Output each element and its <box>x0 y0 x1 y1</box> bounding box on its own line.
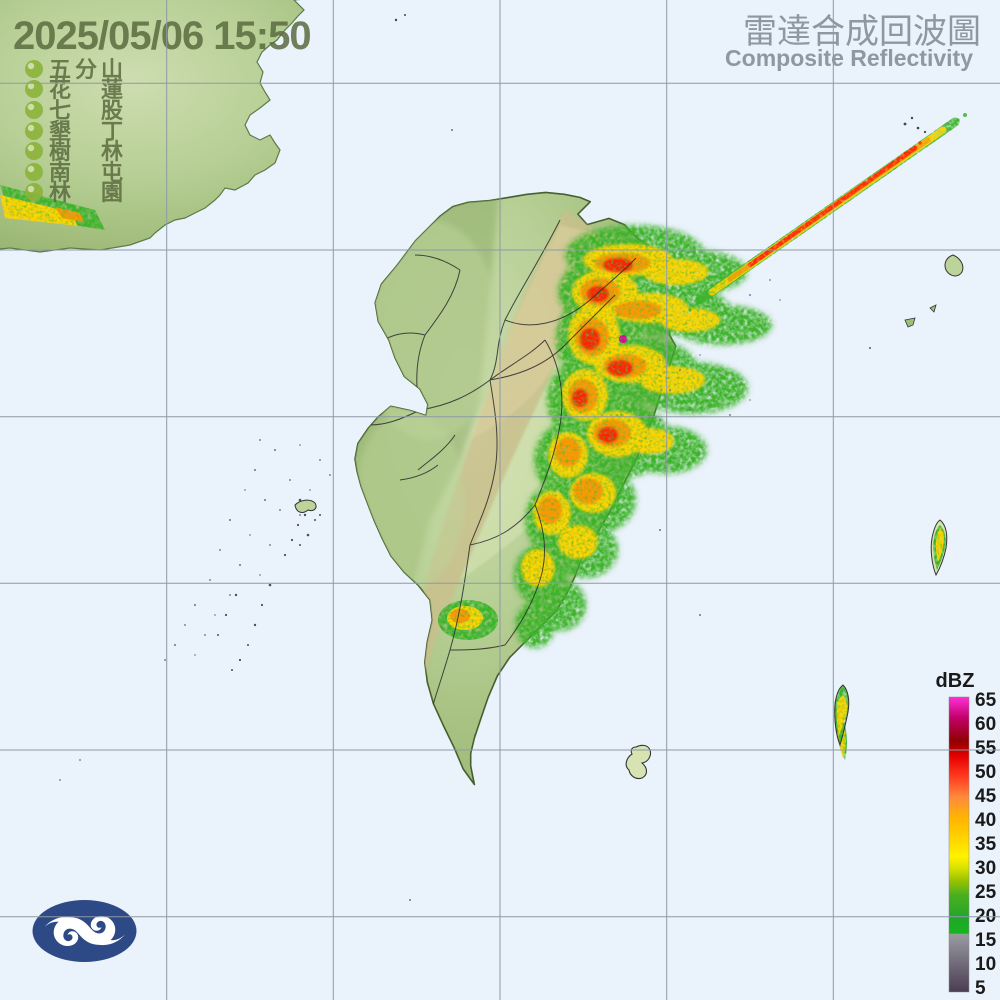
svg-text:5: 5 <box>975 978 986 999</box>
svg-text:60: 60 <box>975 714 996 735</box>
svg-text:40: 40 <box>975 810 996 831</box>
svg-text:35: 35 <box>975 834 997 855</box>
svg-text:50: 50 <box>975 762 996 783</box>
svg-text:55: 55 <box>975 738 997 759</box>
svg-text:園: 園 <box>101 180 123 205</box>
svg-text:25: 25 <box>975 882 997 903</box>
svg-text:dBZ: dBZ <box>936 670 975 692</box>
svg-text:45: 45 <box>975 786 997 807</box>
svg-text:65: 65 <box>975 690 997 711</box>
svg-text:分: 分 <box>75 57 97 82</box>
svg-text:2025/05/06 15:50: 2025/05/06 15:50 <box>13 14 311 58</box>
svg-text:Composite Reflectivity: Composite Reflectivity <box>725 45 973 71</box>
svg-text:30: 30 <box>975 858 996 879</box>
svg-text:15: 15 <box>975 930 997 951</box>
svg-text:林: 林 <box>49 180 71 205</box>
svg-text:10: 10 <box>975 954 996 975</box>
